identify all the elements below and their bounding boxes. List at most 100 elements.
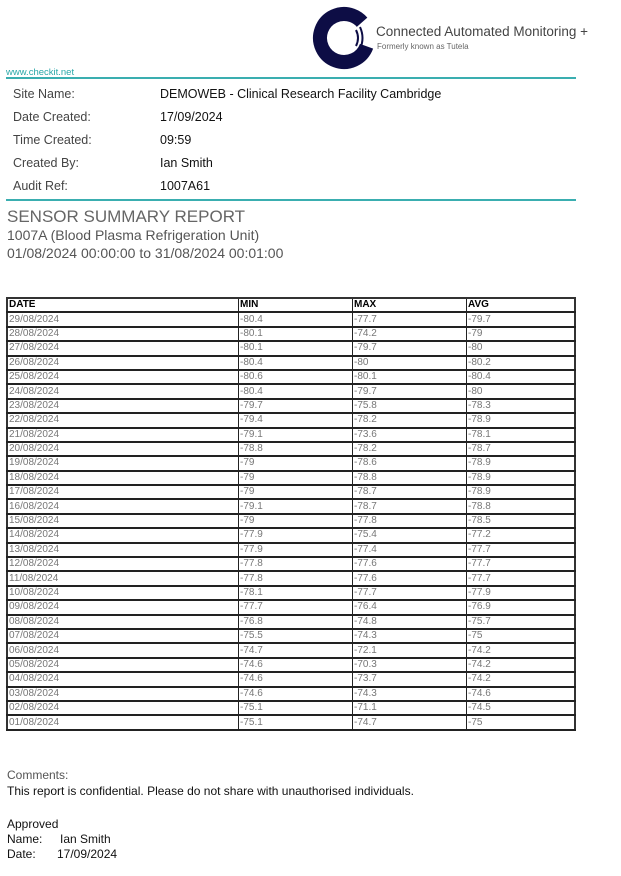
info-label: Site Name: xyxy=(13,87,75,101)
cell-max: -78.8 xyxy=(352,470,467,487)
brand-name: Connected Automated Monitoring + xyxy=(376,24,589,39)
column-header-date: DATE xyxy=(6,297,239,314)
table-row: 08/08/2024 -76.8 -74.8 -75.7 xyxy=(6,614,576,631)
table-row: 21/08/2024 -79.1 -73.6 -78.1 xyxy=(6,427,576,443)
column-header-max: MAX xyxy=(352,297,467,314)
info-value: DEMOWEB - Clinical Research Facility Cam… xyxy=(160,87,442,101)
cell-min: -74.6 xyxy=(238,671,353,688)
cell-avg: -75 xyxy=(466,714,576,731)
cell-max: -75.4 xyxy=(352,527,467,544)
cell-min: -80.4 xyxy=(238,383,353,400)
cell-max: -79.7 xyxy=(352,383,467,400)
website-link[interactable]: www.checkit.net xyxy=(6,67,75,78)
cell-date: 15/08/2024 xyxy=(6,513,239,530)
cell-date: 10/08/2024 xyxy=(6,585,239,602)
cell-date: 26/08/2024 xyxy=(6,355,239,371)
info-value: 17/09/2024 xyxy=(160,110,223,124)
table-row: 23/08/2024 -79.7 -75.8 -78.3 xyxy=(6,398,576,415)
column-header-avg: AVG xyxy=(466,297,576,314)
cell-avg: -75.7 xyxy=(466,614,576,631)
column-header-min: MIN xyxy=(238,297,353,314)
cell-date: 02/08/2024 xyxy=(6,700,239,717)
table-row: 01/08/2024 -75.1 -74.7 -75 xyxy=(6,714,576,731)
divider xyxy=(6,199,576,201)
cell-min: -79.1 xyxy=(238,498,353,515)
table-row: 27/08/2024 -80.1 -79.7 -80 xyxy=(6,340,576,357)
table-row: 28/08/2024 -80.1 -74.2 -79 xyxy=(6,326,576,343)
cell-min: -76.8 xyxy=(238,614,353,631)
cell-avg: -78.1 xyxy=(466,427,576,443)
cell-max: -78.2 xyxy=(352,412,467,429)
cell-date: 09/08/2024 xyxy=(6,599,239,616)
table-row: 02/08/2024 -75.1 -71.1 -74.5 xyxy=(6,700,576,717)
cell-avg: -77.9 xyxy=(466,585,576,602)
cell-min: -79 xyxy=(238,455,353,472)
table-row: 24/08/2024 -80.4 -79.7 -80 xyxy=(6,383,576,400)
cell-min: -75.1 xyxy=(238,714,353,731)
table-row: 19/08/2024 -79 -78.6 -78.9 xyxy=(6,455,576,472)
info-label: Audit Ref: xyxy=(13,179,68,193)
cell-max: -78.7 xyxy=(352,498,467,515)
cell-min: -79.1 xyxy=(238,427,353,443)
cell-max: -74.3 xyxy=(352,686,467,702)
date-label: Date: xyxy=(7,847,36,861)
cell-avg: -76.9 xyxy=(466,599,576,616)
cell-avg: -74.2 xyxy=(466,657,576,674)
cell-date: 04/08/2024 xyxy=(6,671,239,688)
table-row: 18/08/2024 -79 -78.8 -78.9 xyxy=(6,470,576,487)
cell-max: -80.1 xyxy=(352,369,467,386)
divider xyxy=(6,77,576,79)
cell-min: -80.1 xyxy=(238,340,353,357)
name-label: Name: xyxy=(7,832,43,846)
cell-date: 17/08/2024 xyxy=(6,484,239,501)
cell-max: -74.8 xyxy=(352,614,467,631)
cell-date: 14/08/2024 xyxy=(6,527,239,544)
cell-max: -70.3 xyxy=(352,657,467,674)
cell-date: 12/08/2024 xyxy=(6,556,239,573)
cell-min: -80.1 xyxy=(238,326,353,343)
cell-max: -79.7 xyxy=(352,340,467,357)
table-row: 20/08/2024 -78.8 -78.2 -78.7 xyxy=(6,441,576,458)
cell-min: -79 xyxy=(238,484,353,501)
table-row: 07/08/2024 -75.5 -74.3 -75 xyxy=(6,628,576,645)
cell-date: 20/08/2024 xyxy=(6,441,239,458)
cell-max: -78.7 xyxy=(352,484,467,501)
cell-date: 29/08/2024 xyxy=(6,311,239,328)
cell-max: -72.1 xyxy=(352,642,467,659)
cell-avg: -78.8 xyxy=(466,498,576,515)
table-row: 03/08/2024 -74.6 -74.3 -74.6 xyxy=(6,686,576,702)
cell-avg: -80.2 xyxy=(466,355,576,371)
cell-date: 08/08/2024 xyxy=(6,614,239,631)
cell-avg: -74.6 xyxy=(466,686,576,702)
table-row: 12/08/2024 -77.8 -77.6 -77.7 xyxy=(6,556,576,573)
cell-max: -73.6 xyxy=(352,427,467,443)
table-row: 05/08/2024 -74.6 -70.3 -74.2 xyxy=(6,657,576,674)
cell-date: 19/08/2024 xyxy=(6,455,239,472)
cell-date: 03/08/2024 xyxy=(6,686,239,702)
table-row: 17/08/2024 -79 -78.7 -78.9 xyxy=(6,484,576,501)
approval-date: 17/09/2024 xyxy=(57,847,118,861)
table-row: 06/08/2024 -74.7 -72.1 -74.2 xyxy=(6,642,576,659)
cell-max: -78.2 xyxy=(352,441,467,458)
cell-min: -78.8 xyxy=(238,441,353,458)
cell-date: 25/08/2024 xyxy=(6,369,239,386)
info-label: Date Created: xyxy=(13,110,91,124)
cell-max: -77.6 xyxy=(352,570,467,587)
comments-label: Comments: xyxy=(7,768,69,782)
info-label: Time Created: xyxy=(13,133,92,147)
cell-min: -78.1 xyxy=(238,585,353,602)
cell-avg: -78.9 xyxy=(466,455,576,472)
logo-icon xyxy=(313,7,375,69)
cell-min: -80.4 xyxy=(238,355,353,371)
cell-max: -71.1 xyxy=(352,700,467,717)
cell-avg: -78.9 xyxy=(466,412,576,429)
cell-date: 11/08/2024 xyxy=(6,570,239,587)
cell-date: 18/08/2024 xyxy=(6,470,239,487)
cell-min: -74.7 xyxy=(238,642,353,659)
cell-min: -77.7 xyxy=(238,599,353,616)
cell-avg: -77.7 xyxy=(466,570,576,587)
report-title: SENSOR SUMMARY REPORT xyxy=(7,207,246,226)
cell-date: 13/08/2024 xyxy=(6,542,239,559)
cell-min: -79.4 xyxy=(238,412,353,429)
